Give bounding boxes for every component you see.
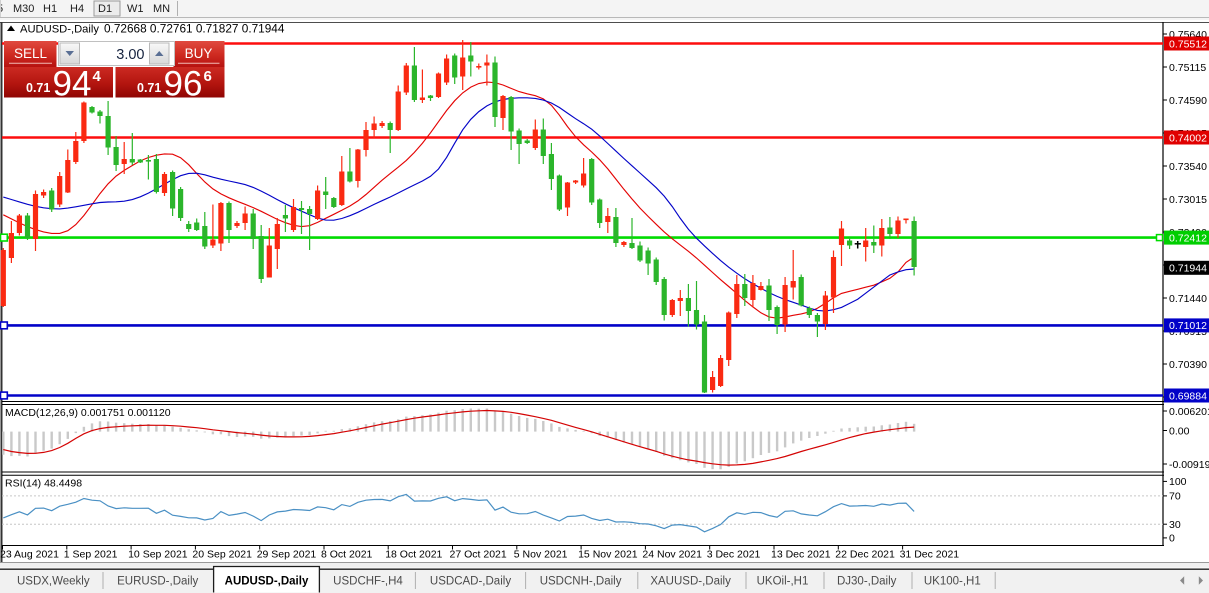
svg-text:0.72412: 0.72412 bbox=[1169, 232, 1207, 244]
svg-text:6: 6 bbox=[204, 68, 212, 85]
svg-text:8 Oct 2021: 8 Oct 2021 bbox=[321, 549, 373, 561]
svg-text:0.73540: 0.73540 bbox=[1169, 161, 1207, 173]
svg-text:0.74002: 0.74002 bbox=[1169, 132, 1207, 144]
svg-text:0.72668 0.72761 0.71827 0.7194: 0.72668 0.72761 0.71827 0.71944 bbox=[104, 22, 285, 36]
svg-text:3.00: 3.00 bbox=[116, 47, 144, 63]
svg-text:100: 100 bbox=[1169, 476, 1187, 488]
svg-text:W1: W1 bbox=[127, 3, 144, 15]
svg-text:0.73015: 0.73015 bbox=[1169, 194, 1207, 206]
svg-text:0.00: 0.00 bbox=[1169, 425, 1190, 437]
svg-text:0.71944: 0.71944 bbox=[1169, 263, 1207, 275]
svg-text:USDCAD-,Daily: USDCAD-,Daily bbox=[430, 576, 511, 588]
svg-text:AUDUSD-,Daily: AUDUSD-,Daily bbox=[20, 24, 99, 36]
svg-text:0.006201: 0.006201 bbox=[1169, 406, 1209, 418]
svg-text:27 Oct 2021: 27 Oct 2021 bbox=[450, 549, 507, 561]
svg-text:D1: D1 bbox=[98, 3, 112, 15]
svg-text:UKOil-,H1: UKOil-,H1 bbox=[757, 576, 809, 588]
svg-text:0.71440: 0.71440 bbox=[1169, 293, 1207, 305]
svg-text:AUDUSD-,Daily: AUDUSD-,Daily bbox=[225, 576, 309, 588]
svg-text:5: 5 bbox=[0, 3, 3, 15]
svg-text:BUY: BUY bbox=[185, 46, 213, 61]
svg-text:0.71: 0.71 bbox=[26, 81, 50, 95]
svg-text:3 Dec 2021: 3 Dec 2021 bbox=[707, 549, 761, 561]
svg-text:RSI(14) 48.4498: RSI(14) 48.4498 bbox=[5, 478, 82, 490]
svg-text:23 Aug 2021: 23 Aug 2021 bbox=[0, 549, 59, 561]
svg-text:24 Nov 2021: 24 Nov 2021 bbox=[642, 549, 702, 561]
svg-text:1 Sep 2021: 1 Sep 2021 bbox=[64, 549, 118, 561]
svg-text:XAUUSD-,Daily: XAUUSD-,Daily bbox=[650, 576, 731, 588]
svg-text:MACD(12,26,9) 0.001751 0.00112: MACD(12,26,9) 0.001751 0.001120 bbox=[5, 407, 171, 419]
svg-text:10 Sep 2021: 10 Sep 2021 bbox=[128, 549, 188, 561]
svg-text:SELL: SELL bbox=[14, 46, 48, 61]
svg-text:0.75115: 0.75115 bbox=[1169, 62, 1206, 74]
svg-text:0.71012: 0.71012 bbox=[1169, 320, 1207, 332]
svg-text:96: 96 bbox=[164, 65, 203, 104]
svg-text:0.75512: 0.75512 bbox=[1169, 38, 1207, 50]
svg-text:USDCHF-,H4: USDCHF-,H4 bbox=[333, 576, 403, 588]
svg-text:0.71: 0.71 bbox=[137, 81, 161, 95]
svg-text:-0.009197: -0.009197 bbox=[1169, 459, 1209, 471]
svg-text:4: 4 bbox=[93, 68, 102, 85]
svg-text:EURUSD-,Daily: EURUSD-,Daily bbox=[117, 576, 198, 588]
svg-text:0: 0 bbox=[1169, 533, 1175, 545]
svg-text:94: 94 bbox=[53, 65, 92, 104]
svg-text:20 Sep 2021: 20 Sep 2021 bbox=[192, 549, 252, 561]
svg-text:13 Dec 2021: 13 Dec 2021 bbox=[771, 549, 831, 561]
svg-text:18 Oct 2021: 18 Oct 2021 bbox=[385, 549, 442, 561]
svg-text:70: 70 bbox=[1169, 491, 1181, 503]
svg-text:0.69884: 0.69884 bbox=[1169, 390, 1207, 402]
svg-text:MN: MN bbox=[153, 3, 170, 15]
svg-text:15 Nov 2021: 15 Nov 2021 bbox=[578, 549, 638, 561]
svg-text:USDX,Weekly: USDX,Weekly bbox=[17, 576, 90, 588]
svg-text:UK100-,H1: UK100-,H1 bbox=[924, 576, 981, 588]
svg-text:29 Sep 2021: 29 Sep 2021 bbox=[257, 549, 317, 561]
svg-text:31 Dec 2021: 31 Dec 2021 bbox=[900, 549, 960, 561]
svg-text:DJ30-,Daily: DJ30-,Daily bbox=[837, 576, 897, 588]
svg-text:0.74590: 0.74590 bbox=[1169, 95, 1207, 107]
svg-text:0.70390: 0.70390 bbox=[1169, 359, 1207, 371]
svg-text:30: 30 bbox=[1169, 519, 1181, 531]
svg-text:H1: H1 bbox=[43, 3, 57, 15]
svg-text:H4: H4 bbox=[70, 3, 84, 15]
svg-text:22 Dec 2021: 22 Dec 2021 bbox=[835, 549, 895, 561]
svg-text:USDCNH-,Daily: USDCNH-,Daily bbox=[540, 576, 622, 588]
svg-text:M30: M30 bbox=[13, 3, 34, 15]
svg-text:5 Nov 2021: 5 Nov 2021 bbox=[514, 549, 568, 561]
